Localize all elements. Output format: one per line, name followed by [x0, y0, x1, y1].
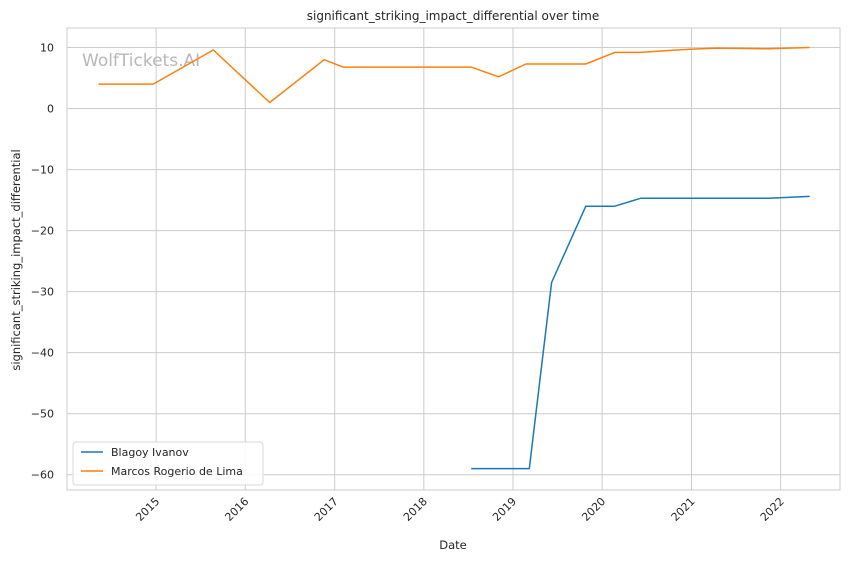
y-tick-label: 0: [47, 103, 54, 116]
x-tick-label: 2021: [669, 495, 698, 524]
y-tick-label: 10: [40, 42, 54, 55]
legend-box: [72, 441, 264, 486]
legend: Blagoy Ivanov Marcos Rogerio de Lima: [72, 441, 264, 486]
plot-frame: [66, 27, 841, 491]
chart-title: significant_striking_impact_differential…: [307, 9, 599, 23]
watermark: WolfTickets.AI: [82, 51, 200, 71]
x-tick-label: 2018: [401, 495, 430, 524]
y-tick-label: −10: [31, 164, 54, 177]
series-layer: [98, 46, 810, 470]
x-tick-label: 2020: [579, 495, 608, 524]
x-tick-label: 2019: [490, 495, 519, 524]
x-tick-label: 2016: [222, 495, 251, 524]
y-axis-title: significant_striking_impact_differential: [9, 149, 23, 370]
y-tick-label: −50: [31, 408, 54, 421]
legend-label: Marcos Rogerio de Lima: [111, 465, 243, 478]
series-line-1: [471, 195, 810, 470]
legend-label: Blagoy Ivanov: [111, 446, 189, 459]
x-tick-label: 2022: [758, 495, 787, 524]
y-tick-label: −30: [31, 286, 54, 299]
x-axis-title: Date: [439, 538, 467, 552]
y-tick-label: −40: [31, 347, 54, 360]
grid: [67, 28, 840, 490]
y-tick-label: −60: [31, 469, 54, 482]
series-line-2: [98, 46, 810, 104]
y-tick-label: −20: [31, 225, 54, 238]
x-tick-label: 2017: [312, 495, 341, 524]
x-tick-label: 2015: [133, 495, 162, 524]
